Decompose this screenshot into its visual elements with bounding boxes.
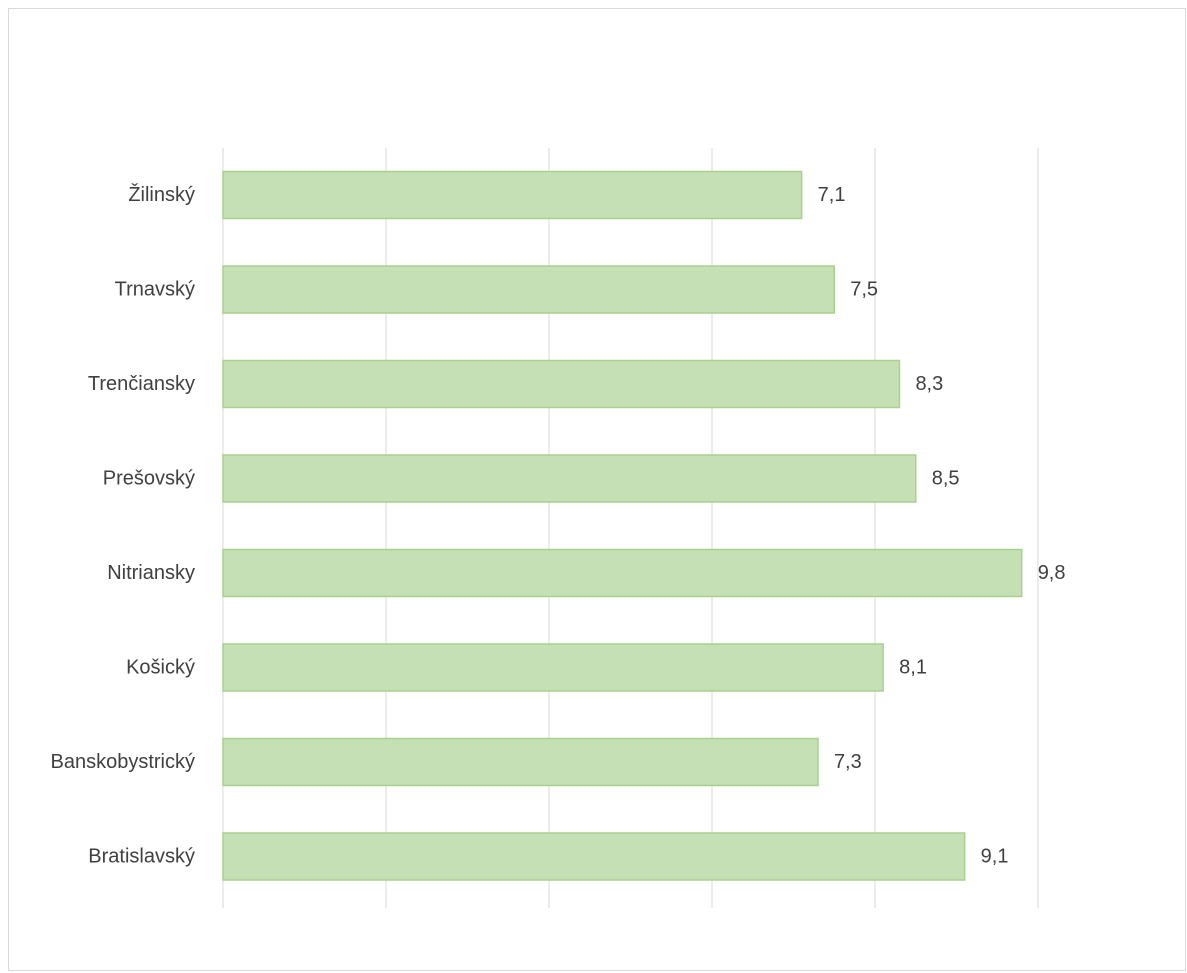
category-label: Nitriansky bbox=[107, 562, 195, 584]
value-label: 7,3 bbox=[834, 751, 862, 773]
bar bbox=[222, 832, 966, 881]
value-label: 7,5 bbox=[850, 279, 878, 301]
value-label: 8,3 bbox=[915, 373, 943, 395]
category-label: Košický bbox=[126, 657, 195, 679]
bar bbox=[222, 737, 819, 787]
category-label: Banskobystrický bbox=[51, 751, 196, 773]
bar bbox=[222, 265, 835, 314]
bars bbox=[222, 170, 1023, 881]
value-label: 8,5 bbox=[932, 468, 960, 490]
value-label: 7,1 bbox=[818, 184, 846, 206]
bar bbox=[222, 359, 901, 409]
category-label: Bratislavský bbox=[88, 846, 195, 868]
category-label: Prešovský bbox=[103, 468, 195, 490]
value-label: 9,1 bbox=[981, 846, 1009, 868]
labels: Žilinský 7,1 Trnavský 7,5 Trenčiansky 8,3 Preš… bbox=[51, 183, 1066, 868]
value-label: 8,1 bbox=[899, 657, 927, 679]
bar bbox=[222, 170, 803, 220]
category-label: Trenčiansky bbox=[88, 373, 195, 395]
bar bbox=[222, 548, 1023, 598]
bar bbox=[222, 454, 917, 503]
category-label: Žilinský bbox=[128, 183, 195, 206]
value-label: 9,8 bbox=[1038, 562, 1066, 584]
grid-lines bbox=[222, 148, 1039, 908]
category-label: Trnavský bbox=[115, 279, 195, 301]
bar bbox=[222, 643, 884, 692]
